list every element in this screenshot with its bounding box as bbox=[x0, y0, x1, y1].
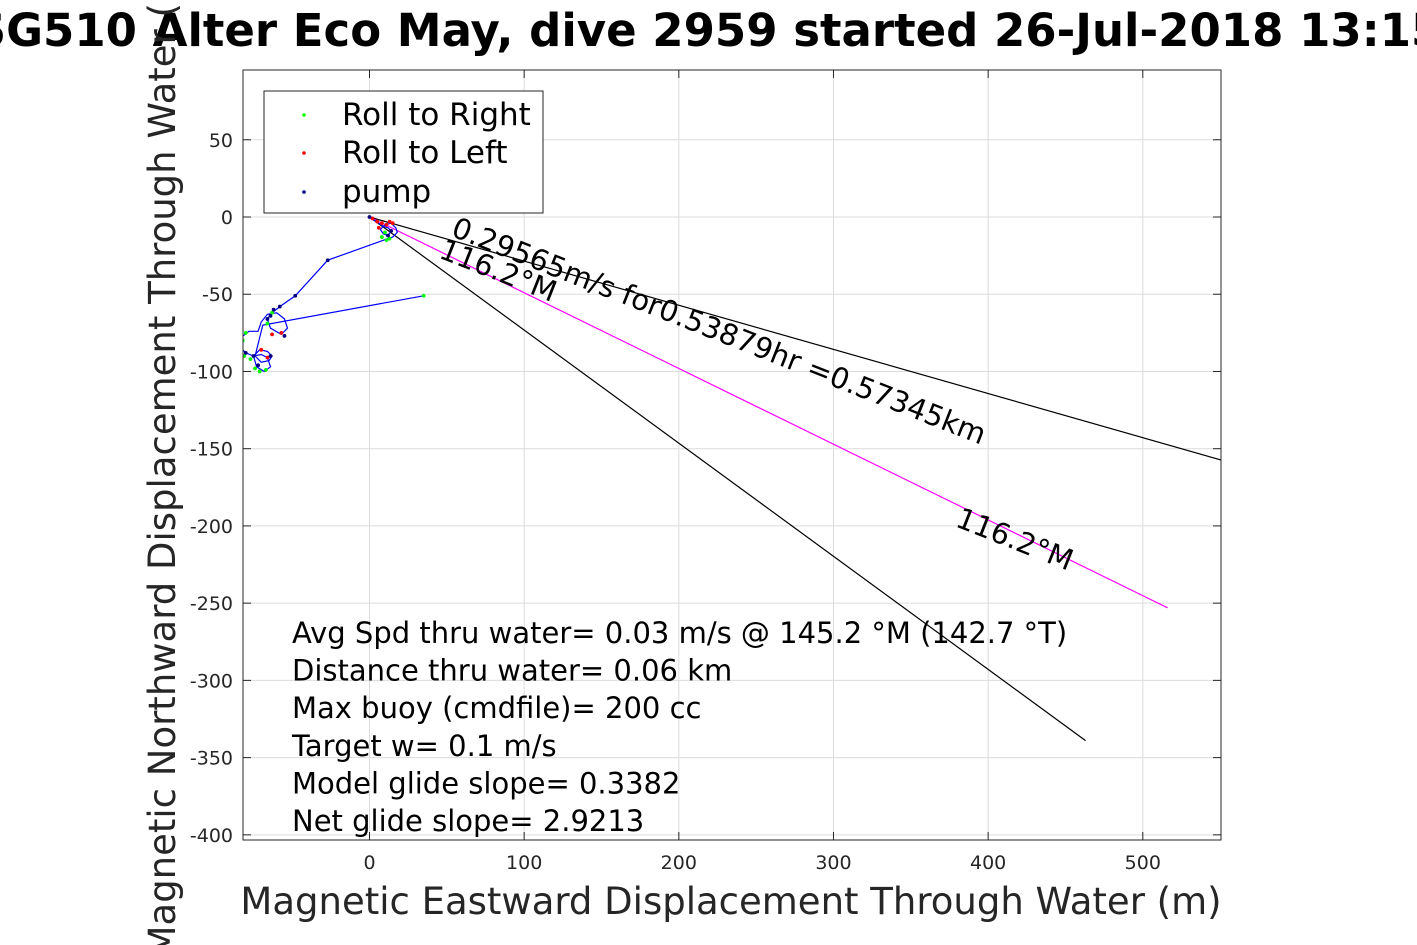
pump-point bbox=[268, 354, 273, 358]
pump-point bbox=[256, 363, 261, 368]
heading-line-1 bbox=[369, 216, 1086, 742]
roll-left-point bbox=[384, 222, 389, 227]
roll-right-point bbox=[421, 293, 426, 298]
pump-point bbox=[386, 233, 390, 238]
y-axis-ticks: 50 0 -50 -100 -150 -200 -250 -300 -350 -400 bbox=[190, 130, 1221, 847]
roll-left-point bbox=[375, 219, 380, 224]
roll-left-point bbox=[270, 332, 274, 337]
y-tick-label: -300 bbox=[190, 670, 233, 692]
legend-marker-pump bbox=[302, 190, 306, 194]
roll-left-point bbox=[390, 221, 395, 226]
x-tick-label: 500 bbox=[1125, 852, 1161, 874]
chart-title: SG510 Alter Eco May, dive 2959 started 2… bbox=[0, 4, 1417, 57]
x-tick-label: 100 bbox=[506, 852, 542, 874]
roll-right-point bbox=[257, 369, 262, 374]
stats-block: Avg Spd thru water= 0.03 m/s @ 145.2 °M … bbox=[291, 616, 1067, 838]
roll-left-point bbox=[265, 355, 270, 360]
stats-line-3: Target w= 0.1 m/s bbox=[291, 729, 557, 763]
roll-right-point bbox=[270, 310, 274, 315]
roll-right-point bbox=[243, 354, 247, 358]
roll-left-point bbox=[370, 216, 375, 221]
pump-point bbox=[251, 354, 256, 358]
y-axis-label: Magnetic Northward Displacement Through … bbox=[141, 0, 184, 945]
pump-point bbox=[271, 307, 276, 312]
roll-right-point bbox=[248, 357, 253, 362]
plot-frame bbox=[242, 69, 1222, 841]
roll-right-point bbox=[243, 349, 244, 351]
roll-right-point bbox=[243, 330, 248, 335]
legend-box bbox=[263, 90, 544, 214]
heading-line-0 bbox=[369, 216, 1221, 461]
roll-right-point bbox=[384, 238, 389, 243]
roll-left-point bbox=[279, 330, 284, 335]
pump-point bbox=[389, 229, 394, 233]
roll-left-point bbox=[259, 347, 264, 352]
legend-label-pump: pump bbox=[342, 174, 431, 210]
y-tick-label: -250 bbox=[190, 593, 233, 615]
track-line bbox=[243, 216, 424, 373]
pump-point bbox=[325, 258, 330, 263]
legend-label-roll-right: Roll to Right bbox=[342, 97, 531, 133]
y-tick-label: 50 bbox=[209, 130, 233, 152]
data-series bbox=[243, 215, 1221, 742]
y-tick-label: -400 bbox=[190, 825, 233, 847]
pump-point bbox=[367, 215, 372, 219]
y-tick-label: -100 bbox=[190, 361, 233, 383]
roll-left-point bbox=[376, 225, 381, 230]
pump-point bbox=[293, 293, 298, 298]
x-tick-label: 200 bbox=[661, 852, 697, 874]
stats-line-2: Max buoy (cmdfile)= 200 cc bbox=[292, 691, 701, 725]
x-tick-label: 400 bbox=[970, 852, 1006, 874]
y-tick-label: -350 bbox=[190, 748, 233, 770]
roll-right-point bbox=[263, 368, 268, 372]
y-tick-label: -200 bbox=[190, 516, 233, 538]
x-tick-label: 0 bbox=[363, 852, 375, 874]
roll-left-point bbox=[379, 221, 384, 226]
stats-line-5: Net glide slope= 2.9213 bbox=[292, 804, 644, 838]
pump-point bbox=[243, 351, 248, 355]
roll-right-point bbox=[379, 235, 384, 239]
pump-point bbox=[268, 313, 273, 318]
y-tick-label: -50 bbox=[202, 284, 233, 306]
stats-line-4: Model glide slope= 0.3382 bbox=[292, 766, 680, 800]
roll-left-point bbox=[387, 219, 392, 224]
roll-right-point bbox=[383, 230, 387, 235]
y-tick-label: -150 bbox=[190, 439, 233, 461]
roll-right-point bbox=[265, 321, 270, 326]
pump-point bbox=[265, 317, 270, 321]
x-axis-label: Magnetic Eastward Displacement Through W… bbox=[240, 880, 1221, 923]
legend: Roll to Right Roll to Left pump bbox=[263, 90, 544, 214]
stats-line-1: Distance thru water= 0.06 km bbox=[292, 654, 732, 688]
roll-right-point bbox=[387, 236, 392, 241]
pump-point bbox=[282, 334, 287, 338]
grid-lines bbox=[243, 70, 1221, 840]
heading-line-2 bbox=[369, 216, 1168, 609]
legend-label-roll-left: Roll to Left bbox=[342, 135, 508, 171]
x-axis-ticks: 0 100 200 300 400 500 bbox=[363, 70, 1161, 874]
legend-marker-roll-right bbox=[302, 113, 306, 117]
x-tick-label: 300 bbox=[815, 852, 851, 874]
roll-right-point bbox=[253, 366, 257, 371]
pump-point bbox=[277, 304, 282, 309]
y-tick-label: 0 bbox=[221, 207, 233, 229]
stats-line-0: Avg Spd thru water= 0.03 m/s @ 145.2 °M … bbox=[292, 616, 1067, 650]
legend-marker-roll-left bbox=[302, 151, 306, 155]
